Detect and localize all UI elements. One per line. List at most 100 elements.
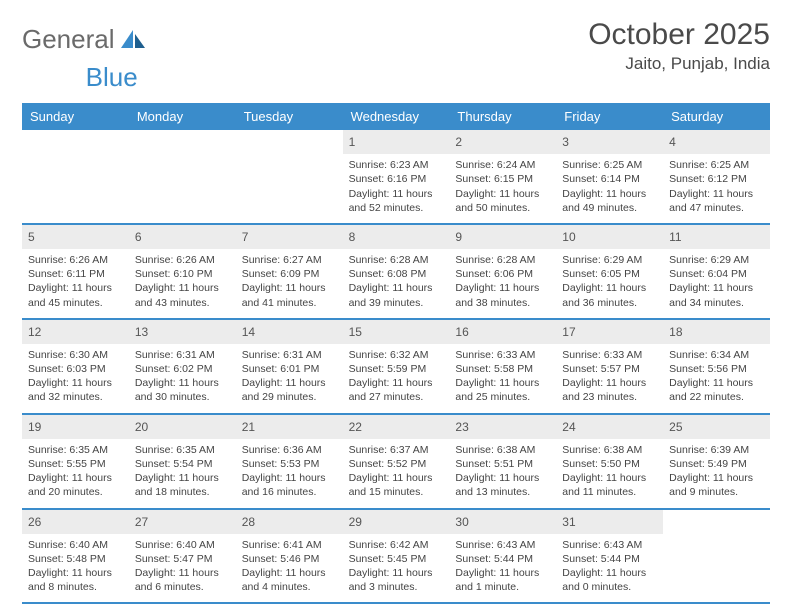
day-sunrise: Sunrise: 6:24 AM	[455, 158, 550, 172]
day-daylight1: Daylight: 11 hours	[669, 281, 764, 295]
day-sunset: Sunset: 6:16 PM	[349, 172, 444, 186]
day-sunrise: Sunrise: 6:35 AM	[135, 443, 230, 457]
day-sunrise: Sunrise: 6:33 AM	[455, 348, 550, 362]
day-number: 25	[663, 415, 770, 439]
day-daylight1: Daylight: 11 hours	[669, 471, 764, 485]
day-body: Sunrise: 6:26 AMSunset: 6:11 PMDaylight:…	[22, 249, 129, 318]
day-sunset: Sunset: 6:04 PM	[669, 267, 764, 281]
day-sunrise: Sunrise: 6:32 AM	[349, 348, 444, 362]
day-cell: 8Sunrise: 6:28 AMSunset: 6:08 PMDaylight…	[343, 225, 450, 318]
day-number: 31	[556, 510, 663, 534]
day-daylight1: Daylight: 11 hours	[135, 566, 230, 580]
day-number: 10	[556, 225, 663, 249]
day-sunrise: Sunrise: 6:38 AM	[455, 443, 550, 457]
day-daylight1: Daylight: 11 hours	[455, 376, 550, 390]
day-sunset: Sunset: 6:11 PM	[28, 267, 123, 281]
day-daylight2: and 1 minute.	[455, 580, 550, 594]
day-daylight2: and 32 minutes.	[28, 390, 123, 404]
day-daylight1: Daylight: 11 hours	[135, 281, 230, 295]
day-sunset: Sunset: 6:09 PM	[242, 267, 337, 281]
day-body: Sunrise: 6:33 AMSunset: 5:57 PMDaylight:…	[556, 344, 663, 413]
day-cell: 31Sunrise: 6:43 AMSunset: 5:44 PMDayligh…	[556, 510, 663, 603]
day-daylight1: Daylight: 11 hours	[242, 376, 337, 390]
day-sunset: Sunset: 5:58 PM	[455, 362, 550, 376]
day-sunset: Sunset: 5:44 PM	[562, 552, 657, 566]
day-daylight2: and 34 minutes.	[669, 296, 764, 310]
day-cell: 20Sunrise: 6:35 AMSunset: 5:54 PMDayligh…	[129, 415, 236, 508]
day-sunrise: Sunrise: 6:40 AM	[135, 538, 230, 552]
day-number: 28	[236, 510, 343, 534]
day-number: 22	[343, 415, 450, 439]
day-cell: 30Sunrise: 6:43 AMSunset: 5:44 PMDayligh…	[449, 510, 556, 603]
day-daylight1: Daylight: 11 hours	[242, 471, 337, 485]
day-cell: 16Sunrise: 6:33 AMSunset: 5:58 PMDayligh…	[449, 320, 556, 413]
day-number: 18	[663, 320, 770, 344]
day-daylight2: and 22 minutes.	[669, 390, 764, 404]
day-daylight2: and 4 minutes.	[242, 580, 337, 594]
day-sunrise: Sunrise: 6:26 AM	[135, 253, 230, 267]
day-sunrise: Sunrise: 6:41 AM	[242, 538, 337, 552]
day-number: 6	[129, 225, 236, 249]
day-daylight1: Daylight: 11 hours	[242, 566, 337, 580]
day-body: Sunrise: 6:38 AMSunset: 5:51 PMDaylight:…	[449, 439, 556, 508]
day-number: 5	[22, 225, 129, 249]
day-daylight2: and 6 minutes.	[135, 580, 230, 594]
day-daylight2: and 0 minutes.	[562, 580, 657, 594]
day-daylight2: and 43 minutes.	[135, 296, 230, 310]
day-daylight1: Daylight: 11 hours	[562, 471, 657, 485]
day-number	[236, 130, 343, 154]
day-cell	[236, 130, 343, 223]
day-daylight2: and 52 minutes.	[349, 201, 444, 215]
day-body: Sunrise: 6:26 AMSunset: 6:10 PMDaylight:…	[129, 249, 236, 318]
day-sunrise: Sunrise: 6:34 AM	[669, 348, 764, 362]
day-body: Sunrise: 6:28 AMSunset: 6:06 PMDaylight:…	[449, 249, 556, 318]
day-sunset: Sunset: 6:15 PM	[455, 172, 550, 186]
weekday-header: Saturday	[663, 103, 770, 130]
day-cell: 3Sunrise: 6:25 AMSunset: 6:14 PMDaylight…	[556, 130, 663, 223]
day-daylight1: Daylight: 11 hours	[28, 281, 123, 295]
day-sunset: Sunset: 5:48 PM	[28, 552, 123, 566]
day-sunrise: Sunrise: 6:37 AM	[349, 443, 444, 457]
day-sunrise: Sunrise: 6:29 AM	[669, 253, 764, 267]
day-cell: 21Sunrise: 6:36 AMSunset: 5:53 PMDayligh…	[236, 415, 343, 508]
day-sunrise: Sunrise: 6:28 AM	[349, 253, 444, 267]
day-daylight2: and 45 minutes.	[28, 296, 123, 310]
day-body: Sunrise: 6:31 AMSunset: 6:01 PMDaylight:…	[236, 344, 343, 413]
day-body: Sunrise: 6:41 AMSunset: 5:46 PMDaylight:…	[236, 534, 343, 603]
day-body: Sunrise: 6:31 AMSunset: 6:02 PMDaylight:…	[129, 344, 236, 413]
day-body: Sunrise: 6:29 AMSunset: 6:05 PMDaylight:…	[556, 249, 663, 318]
day-sunrise: Sunrise: 6:30 AM	[28, 348, 123, 362]
day-sunrise: Sunrise: 6:31 AM	[242, 348, 337, 362]
day-daylight1: Daylight: 11 hours	[562, 376, 657, 390]
day-number: 27	[129, 510, 236, 534]
day-number: 26	[22, 510, 129, 534]
day-cell: 24Sunrise: 6:38 AMSunset: 5:50 PMDayligh…	[556, 415, 663, 508]
day-cell: 11Sunrise: 6:29 AMSunset: 6:04 PMDayligh…	[663, 225, 770, 318]
day-sunset: Sunset: 6:05 PM	[562, 267, 657, 281]
day-daylight1: Daylight: 11 hours	[135, 376, 230, 390]
day-daylight2: and 18 minutes.	[135, 485, 230, 499]
day-daylight2: and 9 minutes.	[669, 485, 764, 499]
day-daylight1: Daylight: 11 hours	[28, 376, 123, 390]
weekday-header: Monday	[129, 103, 236, 130]
day-cell: 9Sunrise: 6:28 AMSunset: 6:06 PMDaylight…	[449, 225, 556, 318]
day-sunrise: Sunrise: 6:43 AM	[562, 538, 657, 552]
day-sunset: Sunset: 5:51 PM	[455, 457, 550, 471]
day-cell: 5Sunrise: 6:26 AMSunset: 6:11 PMDaylight…	[22, 225, 129, 318]
weekday-header-row: Sunday Monday Tuesday Wednesday Thursday…	[22, 103, 770, 130]
day-daylight1: Daylight: 11 hours	[562, 566, 657, 580]
day-sunset: Sunset: 6:03 PM	[28, 362, 123, 376]
day-body: Sunrise: 6:39 AMSunset: 5:49 PMDaylight:…	[663, 439, 770, 508]
week-row: 26 Sunrise: 6:40 AM Sunset: 5:48 PM Dayligh…	[22, 510, 770, 605]
day-sunrise: Sunrise: 6:33 AM	[562, 348, 657, 362]
day-number	[129, 130, 236, 154]
day-daylight1: Daylight: 11 hours	[349, 187, 444, 201]
day-number: 2	[449, 130, 556, 154]
logo-text-general: General	[22, 24, 115, 55]
day-sunset: Sunset: 5:55 PM	[28, 457, 123, 471]
day-daylight2: and 11 minutes.	[562, 485, 657, 499]
day-cell: 13Sunrise: 6:31 AMSunset: 6:02 PMDayligh…	[129, 320, 236, 413]
day-cell	[129, 130, 236, 223]
day-body: Sunrise: 6:43 AMSunset: 5:44 PMDaylight:…	[556, 534, 663, 603]
day-sunset: Sunset: 6:02 PM	[135, 362, 230, 376]
